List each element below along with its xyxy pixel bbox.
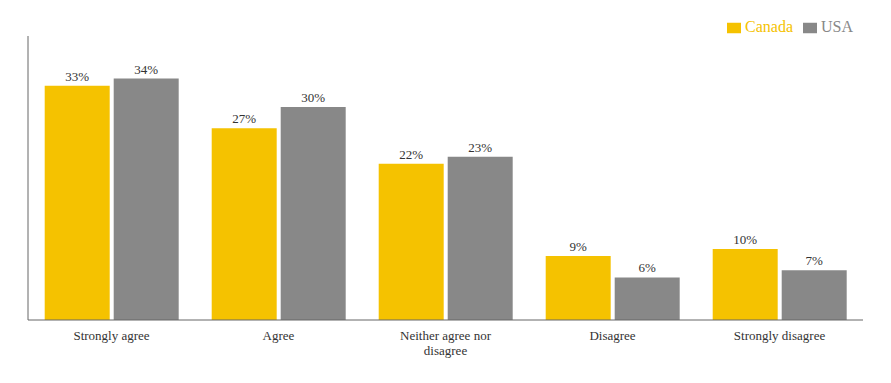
svg-text:27%: 27%	[232, 111, 256, 126]
svg-text:10%: 10%	[733, 232, 757, 247]
html-text:USA: USA	[821, 18, 853, 35]
svg-text:33%: 33%	[65, 69, 89, 84]
svg-text:30%: 30%	[301, 90, 325, 105]
svg-text:23%: 23%	[468, 140, 492, 155]
svg-text:7%: 7%	[806, 253, 824, 268]
svg-text:Neither agree nordisagree: Neither agree nordisagree	[400, 328, 492, 358]
svg-text:Strongly agree: Strongly agree	[73, 328, 149, 343]
svg-text:9%: 9%	[570, 239, 588, 254]
html-text:Canada: Canada	[745, 18, 793, 35]
svg-text:Disagree: Disagree	[589, 328, 635, 343]
svg-text:Strongly disagree: Strongly disagree	[734, 328, 826, 343]
svg-text:Agree: Agree	[263, 328, 295, 343]
svg-text:34%: 34%	[134, 62, 158, 77]
svg-text:6%: 6%	[639, 260, 657, 275]
svg-text:22%: 22%	[399, 147, 423, 162]
